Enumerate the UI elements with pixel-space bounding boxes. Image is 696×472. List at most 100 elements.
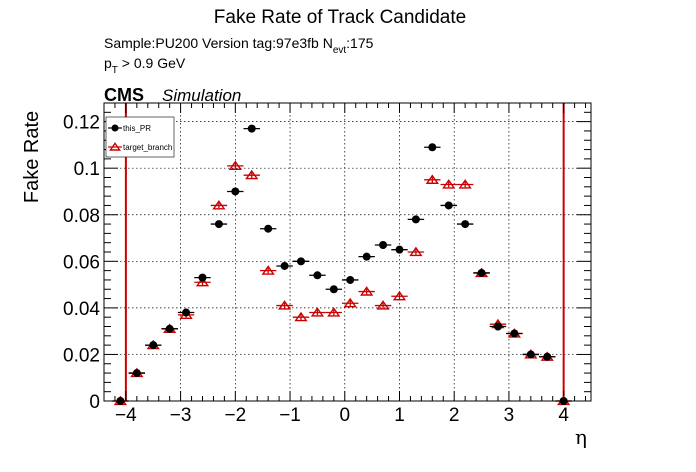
pt-cut-line: pT > 0.9 GeV	[104, 55, 186, 76]
data-point-marker	[510, 329, 519, 338]
data-point-marker	[165, 324, 174, 333]
data-point-marker	[392, 290, 407, 301]
data-point-marker	[444, 201, 453, 210]
data-point-marker	[247, 124, 256, 133]
y-tick-label: 0.08	[63, 206, 100, 227]
simulation-label: Simulation	[162, 86, 241, 105]
y-tick-label: 0.02	[63, 345, 100, 366]
cms-label: CMS	[104, 85, 144, 105]
data-point-marker	[395, 245, 404, 254]
y-axis-label: Fake Rate	[21, 111, 43, 203]
data-point-marker	[379, 241, 388, 250]
data-point	[243, 124, 260, 133]
data-point-marker	[425, 174, 439, 184]
data-point	[325, 285, 343, 294]
chart-header: Fake Rate of Track Candidate Sample:PU20…	[104, 7, 466, 105]
data-point	[227, 160, 244, 170]
data-point-marker	[477, 268, 486, 277]
data-point-marker	[360, 286, 374, 296]
data-point-marker	[231, 187, 240, 196]
data-point-marker	[212, 200, 226, 210]
data-point	[210, 220, 228, 229]
x-tick-label: 4	[558, 405, 569, 426]
data-point	[161, 324, 178, 333]
data-point-marker	[493, 322, 502, 331]
series-target_branch	[112, 160, 572, 406]
data-point-marker	[428, 143, 437, 152]
x-tick-label: 1	[394, 405, 405, 426]
data-point	[342, 275, 359, 284]
data-point	[259, 265, 277, 275]
legend-label: target_branch	[123, 143, 172, 152]
data-point-marker	[526, 350, 535, 359]
y-tick-label: 0	[89, 392, 100, 413]
data-point	[391, 245, 408, 254]
data-point	[456, 220, 474, 229]
data-point	[424, 143, 441, 152]
data-point	[358, 252, 375, 261]
y-tick-label: 0.04	[63, 299, 100, 320]
tick-labels: −4 −3 −2 −1 0 1 2 3 4 0 0.02 0.04 0.06 0.08 0.1 0.12	[63, 113, 569, 426]
data-point	[145, 341, 162, 350]
data-point-marker	[195, 276, 210, 287]
data-point-marker	[329, 285, 338, 294]
data-point	[358, 286, 375, 296]
data-point-marker	[409, 246, 423, 257]
sample-info-text: Sample:PU200 Version tag:97e3fb N	[104, 35, 333, 51]
data-point	[374, 300, 392, 310]
data-point	[309, 307, 326, 317]
data-point-marker	[442, 179, 456, 189]
axis-ticks	[103, 103, 591, 402]
data-point	[424, 174, 441, 184]
data-point	[227, 187, 244, 196]
data-point-marker	[214, 220, 223, 229]
data-point-marker	[182, 308, 191, 317]
data-point	[194, 273, 211, 282]
legend: this_PR target_branch	[105, 116, 175, 158]
data-point	[112, 397, 129, 405]
sample-info-line: Sample:PU200 Version tag:97e3fb Nevt:175	[104, 35, 374, 56]
data-point	[391, 290, 408, 301]
data-point-marker	[109, 142, 121, 151]
data-point	[243, 169, 260, 180]
data-point-marker	[294, 311, 308, 322]
grid	[104, 103, 591, 401]
data-point-marker	[376, 300, 390, 310]
data-point-marker	[296, 257, 305, 266]
data-point-marker	[310, 307, 325, 317]
nevt-subscript: evt	[333, 45, 347, 56]
data-point-marker	[116, 397, 125, 405]
data-point	[407, 215, 425, 224]
data-point-marker	[245, 169, 259, 180]
data-point-marker	[149, 341, 158, 350]
data-point-marker	[543, 352, 552, 361]
data-point	[276, 300, 293, 310]
data-point	[506, 329, 523, 338]
data-point-marker	[411, 215, 420, 224]
data-point-marker	[559, 397, 568, 405]
data-point	[407, 246, 425, 257]
x-tick-label: 3	[504, 405, 515, 426]
x-tick-label: −1	[279, 405, 301, 426]
data-point-marker	[261, 265, 275, 275]
data-point-marker	[132, 369, 141, 378]
data-point-marker	[264, 224, 273, 233]
pt-symbol: p	[104, 55, 112, 71]
data-point	[456, 179, 474, 189]
legend-entry-target_branch: target_branch	[108, 142, 172, 152]
x-tick-label: 0	[339, 405, 350, 426]
x-tick-label: −2	[224, 405, 246, 426]
data-point-marker	[346, 275, 355, 284]
data-point	[473, 268, 490, 277]
legend-label: this_PR	[123, 124, 151, 133]
data-point-marker	[277, 300, 292, 310]
data-point	[292, 311, 310, 322]
y-tick-label: 0.06	[63, 252, 100, 273]
data-point-marker	[327, 307, 341, 317]
data-point-marker	[362, 252, 371, 261]
data-point	[374, 241, 392, 250]
legend-entry-this_PR: this_PR	[108, 124, 151, 133]
data-point	[440, 201, 457, 210]
data-point	[539, 352, 556, 361]
